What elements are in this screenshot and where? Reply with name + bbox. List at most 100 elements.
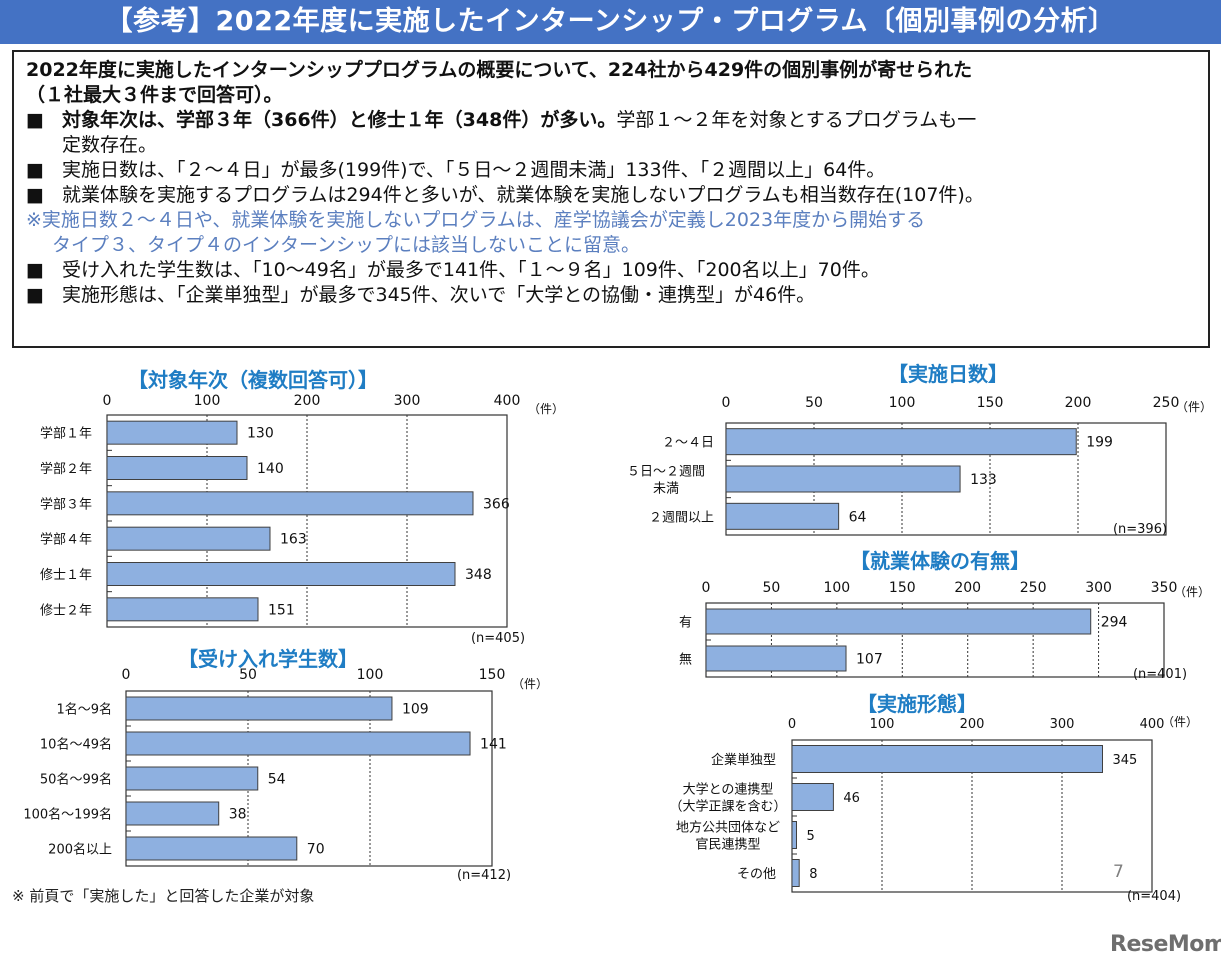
- resemom-logo: ReseMom: [1110, 932, 1221, 957]
- chart-title-work-experience: 【就業体験の有無】: [850, 549, 1030, 573]
- category-label: （大学正課を含む）: [669, 799, 786, 815]
- bar: [125, 801, 220, 826]
- bar: [705, 608, 1092, 635]
- data-label: 199: [1086, 435, 1113, 451]
- chart-title-duration: 【実施日数】: [888, 362, 1008, 386]
- tick-label: 100: [823, 580, 850, 596]
- unit-label: （件）: [512, 677, 548, 691]
- bullet-icon: ■: [26, 109, 44, 131]
- tick-label: 100: [194, 393, 221, 409]
- bar: [791, 745, 1103, 773]
- bar: [125, 836, 298, 861]
- bar: [125, 766, 259, 791]
- tick-label: 300: [1085, 580, 1112, 596]
- category-label: 修士２年: [40, 603, 92, 618]
- category-label: 企業単独型: [711, 752, 776, 768]
- data-label: 348: [465, 567, 492, 583]
- tick-label: 150: [977, 395, 1004, 411]
- page-number: 7: [1113, 862, 1124, 882]
- tick-label: 100: [870, 717, 895, 732]
- category-label: 1名～9名: [56, 702, 112, 718]
- unit-label: （件）: [1162, 715, 1198, 729]
- chart-students-accepted: 0 50 100 150 （件） 109 1名～9名 141 10名～49名 54 50名～99名 3…: [23, 667, 548, 883]
- tick-label: 150: [479, 667, 506, 683]
- bar: [125, 731, 471, 756]
- data-label: 54: [268, 772, 286, 788]
- tick-label: 150: [889, 580, 916, 596]
- bullet-1-bold: 対象年次は、学部３年（366件）と修士１年（348件）が多い。: [62, 109, 617, 131]
- page-header: 【参考】2022年度に実施したインターンシップ・プログラム〔個別事例の分析〕: [0, 0, 1221, 44]
- chart-title-target-year: 【対象年次（複数回答可）】: [128, 368, 378, 392]
- category-label: 100名～199名: [23, 807, 112, 823]
- category-label: 50名～99名: [40, 772, 112, 788]
- category-label: 有: [679, 616, 692, 631]
- bullet-icon: ■: [26, 184, 44, 206]
- bullet-icon: ■: [26, 284, 44, 306]
- bullet-2-text: 実施日数は、「２～４日」が最多(199件)で、「５日～２週間未満」133件、「２…: [62, 159, 886, 181]
- unit-label: （件）: [528, 402, 564, 416]
- data-label: 70: [307, 842, 325, 858]
- category-label: 大学との連携型: [683, 782, 774, 798]
- bullet-icon: ■: [26, 159, 44, 181]
- bar: [791, 821, 797, 849]
- category-label: ２週間以上: [649, 510, 714, 525]
- tick-label: 0: [722, 395, 731, 411]
- data-label: 151: [268, 602, 295, 618]
- tick-label: 200: [1065, 395, 1092, 411]
- data-label: 109: [402, 702, 429, 718]
- bar: [106, 526, 271, 551]
- tick-label: 250: [1153, 395, 1180, 411]
- tick-label: 0: [122, 667, 131, 683]
- chart-title-students-accepted: 【受け入れ学生数】: [178, 647, 358, 671]
- category-label: 200名以上: [48, 842, 112, 858]
- data-label: 38: [229, 807, 247, 823]
- bar: [106, 420, 238, 445]
- bullet-3: ■ 就業体験を実施するプログラムは294件と多いが、就業体験を実施しないプログラム…: [26, 183, 1196, 208]
- bullet-1-continuation: 定数存在。: [62, 134, 158, 156]
- chart-format: 0 100 200 300 400（件） 345 企業単独型 46 大学との連携型（大学正課を含…: [669, 715, 1198, 904]
- bar: [106, 491, 474, 516]
- sample-size-label: (n=405): [471, 631, 525, 646]
- tick-label: 400: [1140, 717, 1165, 732]
- sample-size-label: (n=404): [1127, 889, 1181, 904]
- bullet-5-text: 実施形態は、「企業単独型」が最多で345件、次いで「大学との協働・連携型」が46…: [62, 284, 816, 306]
- category-label: ５日～２週間: [627, 465, 705, 480]
- data-label: 141: [480, 737, 507, 753]
- bullet-1: ■ 対象年次は、学部３年（366件）と修士１年（348件）が多い。学部１～２年を対…: [26, 108, 1196, 133]
- bar: [725, 502, 840, 530]
- bar: [725, 428, 1077, 456]
- tick-label: 0: [702, 580, 711, 596]
- sample-size-label: (n=412): [457, 868, 511, 883]
- data-label: 5: [807, 829, 815, 844]
- bar: [125, 696, 393, 721]
- category-label: 地方公共団体など: [676, 820, 780, 836]
- tick-label: 100: [889, 395, 916, 411]
- data-label: 294: [1101, 615, 1128, 631]
- summary-box: 2022年度に実施したインターンシッププログラムの概要について、224社から42…: [12, 50, 1210, 348]
- sample-size-label: (n=396): [1113, 522, 1167, 537]
- category-label: 学部３年: [40, 496, 92, 512]
- tick-label: 300: [1050, 717, 1075, 732]
- bar: [791, 859, 800, 887]
- tick-label: 350: [1151, 580, 1178, 596]
- tick-label: 250: [1020, 580, 1047, 596]
- tick-label: 200: [954, 580, 981, 596]
- bar: [106, 456, 248, 480]
- category-label: 学部２年: [40, 461, 92, 477]
- chart-title-format: 【実施形態】: [857, 692, 977, 716]
- bullet-3-text: 就業体験を実施するプログラムは294件と多いが、就業体験を実施しないプログラムも…: [62, 184, 984, 206]
- tick-label: 400: [494, 393, 521, 409]
- category-label: 無: [679, 653, 692, 668]
- note-line-2: タイプ３、タイプ４のインターンシップには該当しないことに留意。: [52, 234, 641, 256]
- bar: [106, 562, 456, 586]
- footnote: ※ 前頁で「実施した」と回答した企業が対象: [12, 887, 315, 905]
- category-label: 10名～49名: [40, 737, 112, 753]
- data-label: 345: [1113, 753, 1138, 768]
- bullet-1-rest: 学部１～２年を対象とするプログラムも一: [616, 109, 977, 131]
- bar: [106, 597, 259, 622]
- data-label: 140: [257, 461, 284, 477]
- sample-size-label: (n=401): [1133, 667, 1187, 682]
- data-label: 163: [280, 532, 307, 548]
- note-line-1: ※実施日数２～４日や、就業体験を実施しないプログラムは、産学協議会が定義し202…: [26, 209, 926, 231]
- bullet-5: ■ 実施形態は、「企業単独型」が最多で345件、次いで「大学との協働・連携型」が4…: [26, 283, 1196, 308]
